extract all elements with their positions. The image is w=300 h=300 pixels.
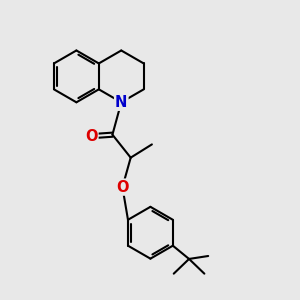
Text: O: O — [85, 129, 98, 144]
Text: N: N — [115, 95, 128, 110]
Text: O: O — [116, 180, 129, 195]
